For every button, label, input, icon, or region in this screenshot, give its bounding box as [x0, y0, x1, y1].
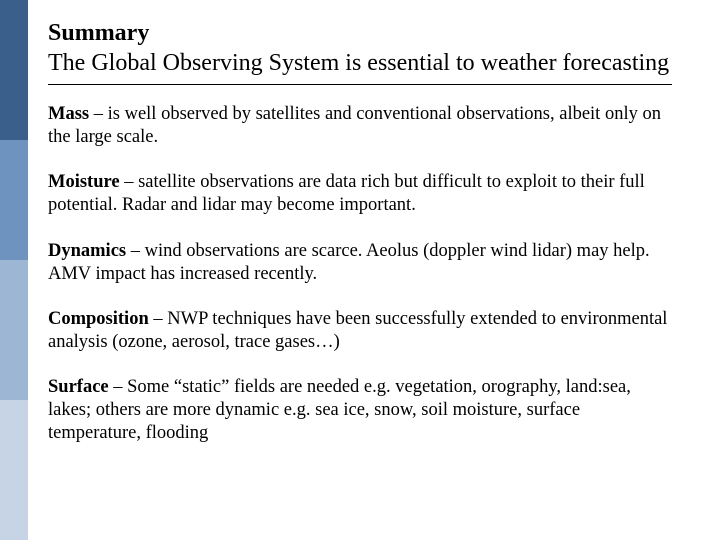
section-mass: Mass – is well observed by satellites an… [48, 103, 672, 149]
section-dynamics: Dynamics – wind observations are scarce.… [48, 240, 672, 286]
section-label: Moisture [48, 172, 120, 192]
section-composition: Composition – NWP techniques have been s… [48, 308, 672, 354]
stripe-segment [0, 400, 28, 540]
slide-title: Summary [48, 18, 672, 48]
section-text: – wind observations are scarce. Aeolus (… [48, 241, 650, 284]
section-text: – is well observed by satellites and con… [48, 104, 661, 147]
section-moisture: Moisture – satellite observations are da… [48, 171, 672, 217]
stripe-segment [0, 0, 28, 140]
section-label: Composition [48, 309, 149, 329]
section-label: Surface [48, 377, 109, 397]
slide-content: Summary The Global Observing System is e… [48, 18, 672, 467]
section-text: – satellite observations are data rich b… [48, 172, 645, 215]
slide-subtitle: The Global Observing System is essential… [48, 48, 672, 78]
section-label: Dynamics [48, 241, 126, 261]
section-text: – Some “static” fields are needed e.g. v… [48, 377, 631, 443]
stripe-segment [0, 260, 28, 400]
section-surface: Surface – Some “static” fields are neede… [48, 376, 672, 445]
title-divider [48, 84, 672, 85]
section-label: Mass [48, 104, 89, 124]
left-accent-stripe [0, 0, 28, 540]
stripe-segment [0, 140, 28, 260]
